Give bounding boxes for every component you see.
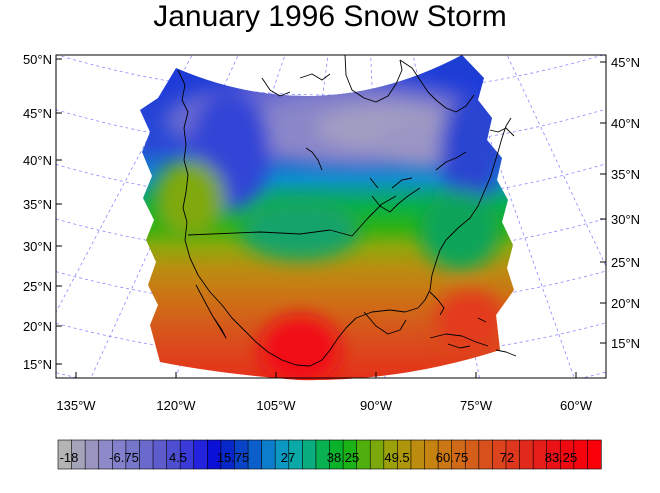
lat-label: 50°N — [23, 52, 52, 67]
colorbar-swatch — [139, 439, 154, 470]
colorbar-label: 49.5 — [384, 450, 409, 465]
lat-label: 40°N — [23, 153, 52, 168]
left-lat-labels: 50°N 45°N 40°N 35°N 30°N 25°N 20°N 15°N — [23, 52, 52, 372]
lon-labels: 135°W 120°W 105°W 90°W 75°W 60°W — [56, 398, 592, 413]
colorbar-label: 27 — [281, 450, 295, 465]
lat-label: 20°N — [23, 319, 52, 334]
right-lat-labels: 45°N 40°N 35°N 30°N 25°N 20°N 15°N — [611, 55, 640, 351]
colorbar-label: 60.75 — [436, 450, 469, 465]
colorbar-swatch — [247, 439, 263, 470]
colorbar-swatch — [152, 439, 168, 470]
lon-label: 135°W — [56, 398, 96, 413]
lon-label: 75°W — [460, 398, 493, 413]
lat-label: 25°N — [611, 255, 640, 270]
lat-label: 15°N — [23, 357, 52, 372]
lat-label: 45°N — [23, 106, 52, 121]
colorbar-label: 38.25 — [327, 450, 360, 465]
snow-field — [140, 55, 514, 381]
lon-label: 60°W — [560, 398, 593, 413]
map-title: January 1996 Snow Storm — [153, 0, 507, 33]
lat-label: 15°N — [611, 336, 640, 351]
colorbar-swatch — [261, 439, 276, 470]
colorbar-swatch — [369, 439, 385, 470]
colorbar-swatch — [410, 439, 426, 470]
colorbar-label: 83.25 — [545, 450, 578, 465]
left-lat-ticks — [56, 58, 62, 365]
colorbar-swatch — [84, 439, 100, 470]
colorbar-swatch — [587, 439, 602, 470]
lat-label: 20°N — [611, 296, 640, 311]
colorbar-labels: -18 -6.75 4.5 15.75 27 38.25 49.5 60.75 … — [60, 450, 578, 465]
colorbar-label: -6.75 — [109, 450, 139, 465]
lon-label: 90°W — [360, 398, 393, 413]
lat-label: 35°N — [611, 167, 640, 182]
colorbar-label: 72 — [500, 450, 514, 465]
lat-label: 40°N — [611, 116, 640, 131]
lat-label: 45°N — [611, 55, 640, 70]
colorbar-label: -18 — [60, 450, 79, 465]
colorbar-swatch — [302, 439, 317, 470]
colorbar — [57, 439, 602, 470]
colorbar-label: 15.75 — [217, 450, 250, 465]
lon-label: 105°W — [256, 398, 296, 413]
lat-label: 35°N — [23, 197, 52, 212]
lat-label: 30°N — [23, 239, 52, 254]
colorbar-label: 4.5 — [169, 450, 187, 465]
lon-ticks — [75, 372, 577, 378]
lat-label: 30°N — [611, 212, 640, 227]
lon-label: 120°W — [156, 398, 196, 413]
colorbar-swatch — [519, 439, 534, 470]
colorbar-swatch — [193, 439, 208, 470]
lat-label: 25°N — [23, 279, 52, 294]
right-lat-ticks — [600, 61, 606, 344]
colorbar-swatch — [478, 439, 494, 470]
coastlines — [177, 55, 517, 367]
